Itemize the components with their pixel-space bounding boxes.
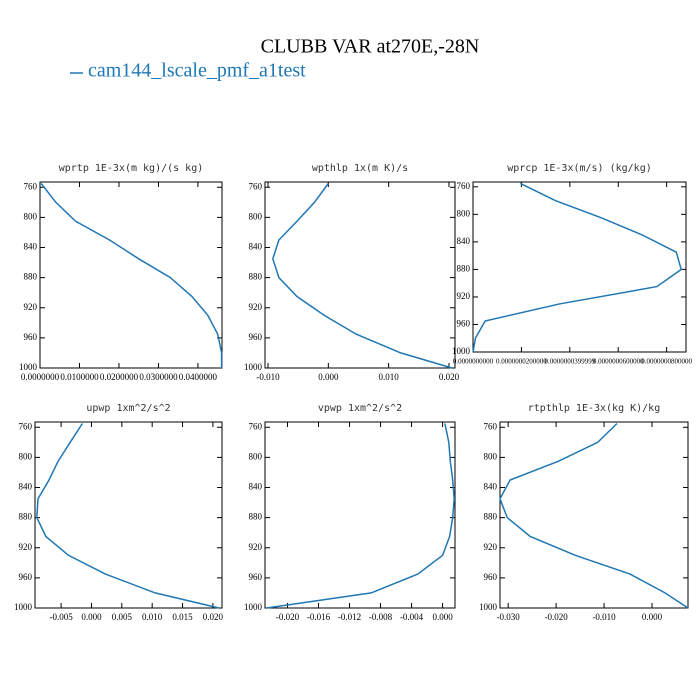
profile-line xyxy=(40,183,223,368)
y-tick-label: 1000 xyxy=(14,602,33,612)
y-tick-label: 840 xyxy=(249,482,263,492)
y-tick-label: 880 xyxy=(457,263,471,273)
x-tick-label: 0.0300000 xyxy=(139,372,178,382)
subplot-title: vpwp 1xm^2/s^2 xyxy=(318,403,402,414)
y-tick-label: 920 xyxy=(249,302,263,312)
profile-line xyxy=(272,183,453,369)
x-tick-label: 0.0000000600000 xyxy=(593,358,644,366)
x-tick-label: 0.0000000399999 xyxy=(544,358,595,366)
x-tick-label: 0.020 xyxy=(203,612,224,622)
figure-title: CLUBB VAR at270E,-28N xyxy=(261,36,480,58)
y-tick-label: 880 xyxy=(249,512,263,522)
axes-frame xyxy=(472,181,687,353)
y-tick-label: 840 xyxy=(484,482,498,492)
y-tick-label: 1000 xyxy=(479,602,498,612)
y-tick-label: 840 xyxy=(457,236,471,246)
y-tick-label: 1000 xyxy=(244,362,263,372)
y-tick-label: 840 xyxy=(19,482,33,492)
axes-frame xyxy=(264,421,456,609)
y-tick-label: 1000 xyxy=(19,362,38,372)
y-tick-label: 760 xyxy=(19,421,33,431)
y-tick-label: 800 xyxy=(24,211,38,221)
y-tick-label: 800 xyxy=(484,451,498,461)
profile-line xyxy=(266,423,455,609)
x-tick-label: 0.0000000200000 xyxy=(496,358,547,366)
x-tick-label: -0.012 xyxy=(338,612,361,622)
x-tick-label: 0.000 xyxy=(81,612,102,622)
y-tick-label: 800 xyxy=(249,451,263,461)
y-tick-label: 760 xyxy=(24,181,38,191)
axes-frame xyxy=(264,181,456,369)
profile-line xyxy=(472,182,683,353)
y-tick-label: 760 xyxy=(249,421,263,431)
x-tick-label: 0.010 xyxy=(142,612,163,622)
y-tick-label: 880 xyxy=(249,272,263,282)
x-tick-label: -0.016 xyxy=(307,612,331,622)
y-tick-label: 960 xyxy=(249,572,263,582)
axes-frame xyxy=(34,421,223,609)
y-tick-label: 800 xyxy=(249,211,263,221)
y-tick-label: 920 xyxy=(24,302,38,312)
y-tick-label: 880 xyxy=(484,512,498,522)
x-tick-label: 0.005 xyxy=(112,612,133,622)
y-tick-label: 800 xyxy=(19,451,33,461)
y-tick-label: 760 xyxy=(484,421,498,431)
y-tick-label: 920 xyxy=(484,542,498,552)
x-tick-label: 0.0200000 xyxy=(100,372,139,382)
y-tick-label: 840 xyxy=(249,242,263,252)
y-tick-label: 960 xyxy=(19,572,33,582)
y-tick-label: 1000 xyxy=(244,602,263,612)
y-tick-label: 920 xyxy=(457,291,471,301)
x-tick-label: 0.0000000800000 xyxy=(641,358,692,366)
x-tick-label: -0.020 xyxy=(276,612,300,622)
subplot-title: wprcp 1E-3x(m/s) (kg/kg) xyxy=(507,163,652,174)
y-tick-label: 960 xyxy=(457,319,471,329)
x-tick-label: 0.020 xyxy=(439,372,460,382)
x-tick-label: -0.010 xyxy=(592,612,616,622)
y-tick-label: 920 xyxy=(19,542,33,552)
x-tick-label: 0.0000000000 xyxy=(453,358,494,366)
x-tick-label: -0.020 xyxy=(544,612,568,622)
x-tick-label: 0.0000000 xyxy=(21,372,60,382)
x-tick-label: -0.030 xyxy=(497,612,521,622)
x-tick-label: 0.015 xyxy=(172,612,193,622)
x-tick-label: 0.000 xyxy=(432,612,453,622)
legend-label: cam144_lscale_pmf_a1test xyxy=(88,60,306,82)
y-tick-label: 920 xyxy=(249,542,263,552)
profile-line xyxy=(36,423,220,609)
y-tick-label: 1000 xyxy=(452,346,471,356)
subplot-title: rtpthlp 1E-3x(kg K)/kg xyxy=(528,403,660,414)
x-tick-label: -0.004 xyxy=(400,612,424,622)
subplot-title: upwp 1xm^2/s^2 xyxy=(86,403,170,414)
x-tick-label: 0.0400000 xyxy=(179,372,218,382)
x-tick-label: -0.008 xyxy=(369,612,393,622)
y-tick-label: 960 xyxy=(24,332,38,342)
subplot-title: wpthlp 1x(m K)/s xyxy=(312,163,408,174)
x-tick-label: 0.000 xyxy=(318,372,339,382)
axes-frame xyxy=(39,181,223,369)
y-tick-label: 960 xyxy=(484,572,498,582)
x-tick-label: 0.010 xyxy=(379,372,400,382)
y-tick-label: 800 xyxy=(457,208,471,218)
subplot-title: wprtp 1E-3x(m kg)/(s kg) xyxy=(59,163,204,174)
profile-line xyxy=(499,422,689,609)
axes-frame xyxy=(499,421,689,609)
x-tick-label: -0.010 xyxy=(256,372,280,382)
x-tick-label: 0.000 xyxy=(642,612,663,622)
y-tick-label: 960 xyxy=(249,332,263,342)
y-tick-label: 760 xyxy=(457,181,471,191)
x-tick-label: 0.0100000 xyxy=(60,372,99,382)
y-tick-label: 880 xyxy=(19,512,33,522)
x-tick-label: -0.005 xyxy=(49,612,73,622)
y-tick-label: 880 xyxy=(24,272,38,282)
y-tick-label: 840 xyxy=(24,242,38,252)
y-tick-label: 760 xyxy=(249,181,263,191)
